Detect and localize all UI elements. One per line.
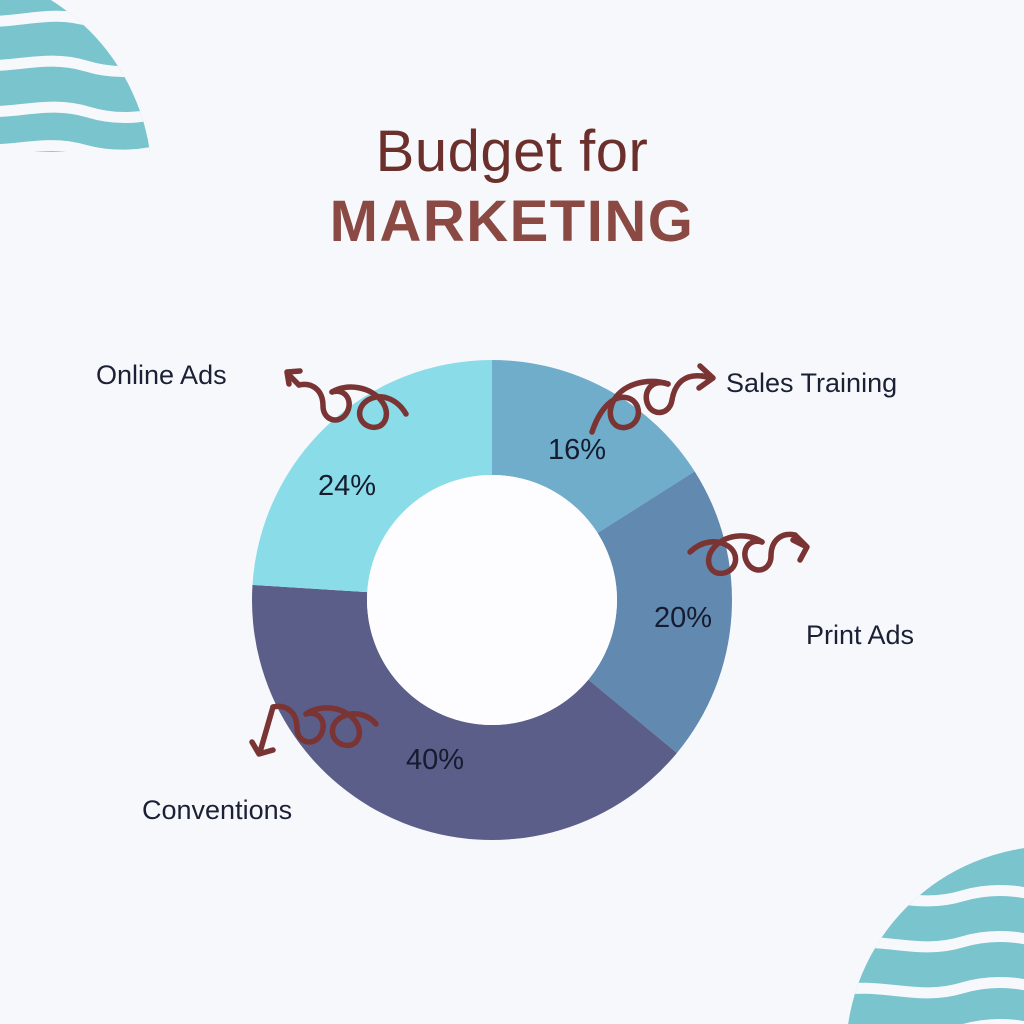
donut-center-hole bbox=[367, 475, 617, 725]
value-label-online-ads: 24% bbox=[318, 470, 377, 502]
arrow-to-print-ads-icon bbox=[687, 531, 810, 577]
donut-slice-online-ads[interactable] bbox=[252, 360, 492, 593]
donut-slice-conventions[interactable] bbox=[251, 584, 677, 840]
title-line-2: MARKETING bbox=[329, 189, 695, 254]
arrow-to-conventions-icon bbox=[249, 703, 379, 757]
donut-slice-sales-training[interactable] bbox=[492, 360, 695, 534]
donut-slice-group bbox=[251, 360, 732, 840]
category-label-conventions: Conventions bbox=[142, 795, 293, 825]
category-label-print-ads: Print Ads bbox=[806, 620, 915, 650]
value-label-conventions: 40% bbox=[406, 744, 465, 776]
category-label-online-ads: Online Ads bbox=[96, 360, 227, 390]
page-title: Budget for MARKETING bbox=[0, 123, 1024, 251]
value-label-sales-training: 16% bbox=[548, 434, 607, 466]
arrow-to-sales-training-icon bbox=[589, 363, 716, 435]
title-line-1: Budget for bbox=[375, 119, 649, 184]
donut-slice-print-ads[interactable] bbox=[588, 471, 732, 753]
arrow-to-online-ads-icon bbox=[284, 368, 409, 431]
category-label-sales-training: Sales Training bbox=[726, 368, 898, 398]
value-label-print-ads: 20% bbox=[654, 602, 713, 634]
